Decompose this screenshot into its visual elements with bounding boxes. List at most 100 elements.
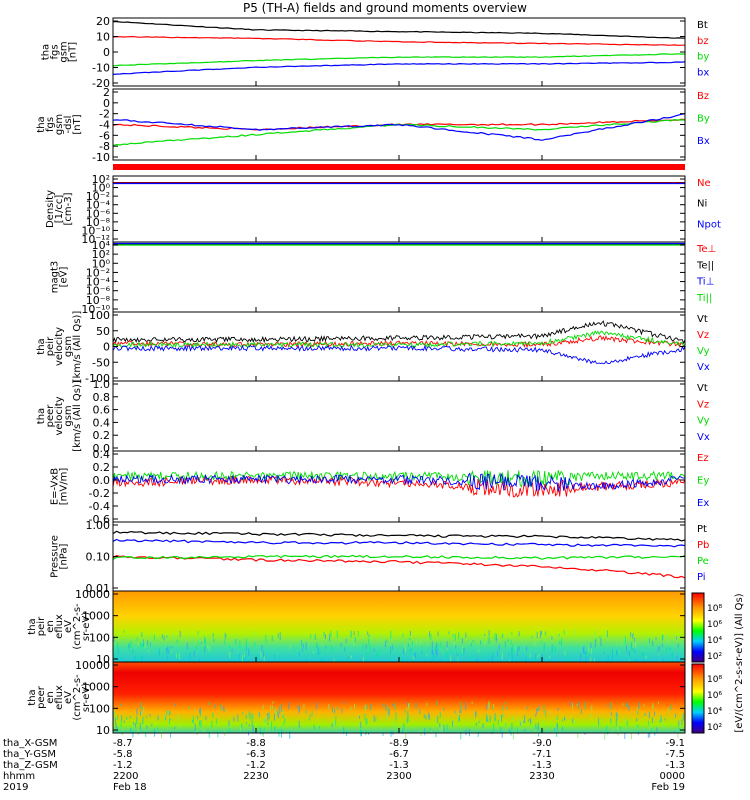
series-Bt (112, 20, 686, 39)
spectrogram-pixel (446, 724, 448, 731)
spectrogram-pixel (511, 632, 513, 635)
y-axis-label-line: eflux (54, 685, 65, 710)
spectrogram-pixel (343, 636, 345, 639)
spectrogram-pixel (167, 646, 169, 650)
spectrogram-pixel (497, 714, 499, 718)
spectrogram-pixel (425, 715, 427, 720)
spectrogram-pixel (268, 711, 270, 720)
spectrogram-pixel (486, 716, 488, 721)
y-tick-label: 50 (96, 325, 110, 338)
spectrogram-pixel (132, 649, 134, 654)
time-axis-value: 0000 (660, 771, 685, 782)
legend-entry-Vx: Vx (697, 362, 710, 373)
spectrogram-pixel (192, 715, 194, 724)
spectrogram-pixel (564, 716, 566, 720)
spectrogram-pixel (314, 633, 316, 640)
spectrogram-pixel (590, 656, 592, 665)
spectrogram-pixel (473, 655, 474, 661)
spectrogram-pixel (633, 637, 635, 642)
spectrogram-pixel (366, 704, 368, 709)
spectrogram-pixel (476, 657, 478, 662)
spectrogram-pixel (471, 701, 473, 705)
spectrogram-pixel (141, 655, 143, 662)
spectrogram-pixel (361, 731, 362, 737)
y-tick-label: -20 (92, 77, 110, 90)
spectrogram-pixel (531, 635, 533, 638)
spectrogram-pixel (265, 634, 267, 643)
spectrogram-pixel (591, 705, 593, 712)
time-axis-value: -1.2 (246, 760, 266, 771)
spectrogram-pixel (258, 711, 260, 718)
spectrogram-pixel (123, 720, 125, 724)
legend-entry-Vy: Vy (697, 346, 710, 357)
spectrogram-pixel (681, 719, 683, 725)
spectrogram-pixel (309, 714, 311, 718)
spectrogram-pixel (301, 649, 303, 652)
spectrogram-pixel (224, 640, 226, 645)
panel-frame (112, 17, 686, 87)
spectrogram-pixel (354, 636, 356, 643)
y-tick-label: -10 (92, 151, 110, 164)
colorbar-tick-label: 10⁸ (707, 604, 722, 614)
spectrogram-pixel (368, 634, 370, 638)
spectrogram-pixel (439, 711, 441, 719)
y-tick-label: 0.4 (93, 448, 111, 461)
y-tick-label: -8 (99, 140, 110, 153)
spectrogram-pixel (448, 631, 450, 635)
colorbar-tick-label: 10² (707, 723, 722, 733)
spectrogram-pixel (638, 730, 640, 734)
spectrogram-pixel (524, 728, 526, 732)
spectrogram-pixel (536, 632, 538, 639)
spectrogram-pixel (325, 634, 326, 640)
spectrogram-pixel (157, 715, 159, 721)
spectrogram-pixel (337, 706, 339, 710)
spectrogram-pixel (585, 657, 587, 662)
spectrogram-pixel (163, 635, 165, 641)
spectrogram-pixel (403, 723, 405, 730)
spectrogram-pixel (517, 718, 519, 722)
spectrogram-pixel (305, 710, 307, 714)
spectrogram-pixel (436, 649, 438, 658)
spectrogram-pixel (142, 717, 144, 725)
spectrogram-pixel (607, 704, 609, 708)
spectrogram-pixel (205, 644, 207, 650)
spectrogram-pixel (446, 647, 448, 651)
spectrogram-pixel (144, 645, 146, 649)
spectrogram-pixel (626, 702, 628, 708)
y-tick-label: -2 (99, 108, 110, 121)
spectrogram-pixel (189, 651, 191, 660)
spectrogram-pixel (239, 640, 241, 649)
spectrogram-pixel (497, 719, 499, 725)
spectrogram-pixel (636, 706, 638, 713)
panel-peer-velocity: 1.00.80.60.40.20.0 thapeervelocitygsm[km/… (36, 378, 710, 455)
spectrogram-pixel (594, 639, 596, 647)
y-axis-label-line: en (45, 691, 56, 704)
spectrogram-pixel (364, 704, 366, 711)
spectrogram-pixel (167, 649, 169, 655)
spectrogram-pixel (317, 647, 319, 655)
spectrogram-pixel (454, 711, 456, 714)
spectrogram-pixel (248, 724, 250, 727)
spectrogram-pixel (135, 723, 137, 728)
y-tick-label: 10⁻⁶ (86, 207, 111, 220)
spectrogram-pixel (261, 645, 263, 652)
colorbar-tick-label: 10⁴ (707, 707, 722, 717)
spectrogram-pixel (223, 706, 225, 711)
panel-frame (112, 175, 686, 243)
colorbar-bottom (691, 663, 705, 734)
spectrogram-pixel (141, 711, 142, 716)
spectrogram-pixel (175, 653, 177, 658)
spectrogram-pixel (625, 703, 627, 707)
spectrogram-pixel (394, 702, 396, 711)
spectrogram-pixel (606, 630, 608, 638)
spectrogram-pixel (439, 726, 441, 731)
spectrogram-pixel (331, 723, 333, 728)
spectrogram-pixel (648, 711, 650, 719)
spectrogram-pixel (536, 655, 538, 659)
y-tick-label: 10⁰ (92, 257, 111, 270)
spectrogram-pixel (402, 648, 404, 654)
y-axis-label-line: eV (63, 691, 74, 704)
spectrogram-pixel (580, 708, 582, 714)
spectrogram-pixel (478, 649, 480, 653)
spectrogram-pixel (130, 641, 132, 649)
